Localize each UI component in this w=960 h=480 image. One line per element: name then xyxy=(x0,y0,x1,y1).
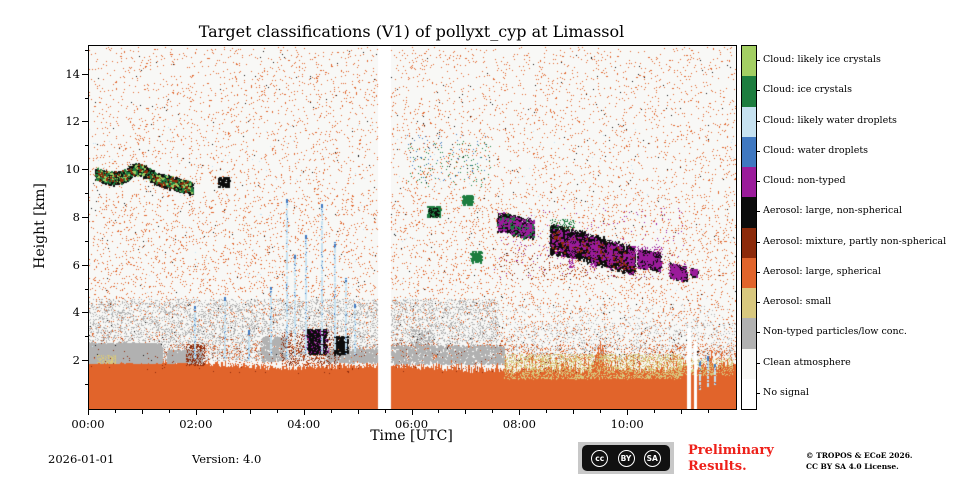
legend-label: Aerosol: large, non-spherical xyxy=(763,205,903,217)
preliminary-results-note: Preliminary Results. xyxy=(688,443,774,474)
x-axis-minor-tick xyxy=(168,410,170,413)
x-axis-minor-tick xyxy=(330,410,332,413)
x-axis-minor-tick xyxy=(654,410,656,413)
x-axis-minor-tick xyxy=(114,410,116,413)
colorbar-segment xyxy=(742,318,756,349)
legend-label: Cloud: likely water droplets xyxy=(763,114,897,126)
colorbar-segment xyxy=(742,348,756,379)
copyright-line1: © TROPOS & ECoE 2026. xyxy=(806,451,913,460)
legend-label: No signal xyxy=(763,386,809,398)
x-axis-minor-tick xyxy=(465,410,467,414)
plot-area xyxy=(88,45,737,410)
x-axis-minor-tick xyxy=(708,410,710,413)
x-axis-minor-tick xyxy=(276,410,278,413)
x-axis-major-tick xyxy=(303,410,305,415)
colorbar-segment xyxy=(742,288,756,319)
colorbar-segment xyxy=(742,227,756,258)
colorbar-segment xyxy=(742,197,756,228)
x-axis-label: Time [UTC] xyxy=(370,428,453,444)
legend-label: Aerosol: large, spherical xyxy=(763,265,881,277)
copyright-note: © TROPOS & ECoE 2026. CC BY SA 4.0 Licen… xyxy=(806,450,913,473)
x-axis-minor-tick xyxy=(384,410,386,413)
x-axis-major-tick xyxy=(88,410,89,415)
preliminary-line2: Results. xyxy=(688,458,747,474)
colorbar xyxy=(741,45,757,410)
x-axis-major-tick xyxy=(195,410,197,415)
x-axis-minor-tick xyxy=(573,410,575,414)
legend-label: Aerosol: small xyxy=(763,296,832,308)
x-axis-major-tick xyxy=(627,410,629,415)
colorbar-segment xyxy=(742,257,756,288)
y-axis-tick-label: 12 xyxy=(65,114,80,129)
y-axis-tick-label: 2 xyxy=(72,353,80,368)
colorbar-segment xyxy=(742,167,756,198)
cc-sa-icon: SA xyxy=(643,449,661,467)
legend-label: Clean atmosphere xyxy=(763,356,851,368)
x-axis-minor-tick xyxy=(141,410,143,414)
x-axis-minor-tick xyxy=(546,410,548,413)
cc-license-plate: cc BY SA xyxy=(582,445,670,471)
x-axis-minor-tick xyxy=(249,410,251,414)
y-axis-tick-label: 10 xyxy=(65,162,80,177)
copyright-line2: CC BY SA 4.0 License. xyxy=(806,462,899,472)
x-axis-minor-tick xyxy=(681,410,683,414)
x-axis-minor-tick xyxy=(438,410,440,413)
version-label: Version: 4.0 xyxy=(192,452,262,466)
y-axis-label: Height [km] xyxy=(32,183,48,269)
legend-label: Cloud: likely ice crystals xyxy=(763,54,881,66)
cc-icon: cc xyxy=(591,449,609,467)
x-axis-minor-tick xyxy=(600,410,602,413)
colorbar-segment xyxy=(742,76,756,107)
y-axis-tick-label: 4 xyxy=(72,305,80,320)
colorbar-segment xyxy=(742,378,756,409)
cc-by-icon: BY xyxy=(617,449,635,467)
x-axis-minor-tick xyxy=(357,410,359,414)
colorbar-segment xyxy=(742,136,756,167)
legend-label: Cloud: water droplets xyxy=(763,144,869,156)
y-axis-tick-label: 14 xyxy=(65,66,80,81)
legend-label: Non-typed particles/low conc. xyxy=(763,326,907,338)
legend-label: Cloud: non-typed xyxy=(763,175,846,187)
legend-label: Aerosol: mixture, partly non-spherical xyxy=(763,235,947,247)
x-axis-minor-tick xyxy=(492,410,494,413)
chart-title: Target classifications (V1) of pollyxt_c… xyxy=(198,22,625,41)
x-axis-major-tick xyxy=(519,410,521,415)
classification-heatmap xyxy=(89,46,736,409)
colorbar-segment xyxy=(742,46,756,77)
measurement-date: 2026-01-01 xyxy=(48,452,115,466)
legend-label: Cloud: ice crystals xyxy=(763,84,852,96)
colorbar-segment xyxy=(742,106,756,137)
cc-license-badge: cc BY SA xyxy=(578,442,674,474)
x-axis-minor-tick xyxy=(222,410,224,413)
x-axis-major-tick xyxy=(411,410,413,415)
preliminary-line1: Preliminary xyxy=(688,443,774,458)
